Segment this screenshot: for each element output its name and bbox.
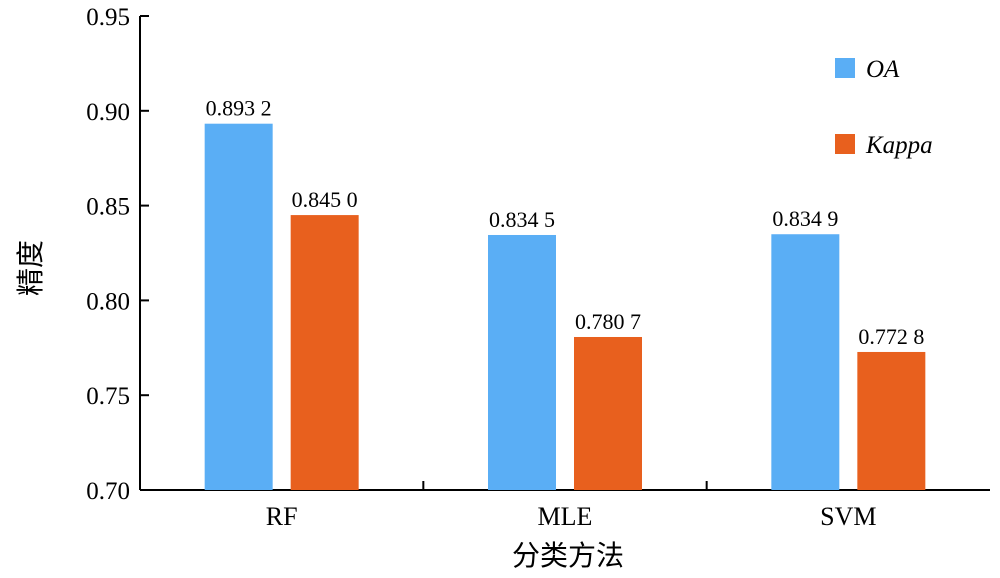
bars bbox=[204, 123, 926, 490]
y-tick-label: 0.85 bbox=[86, 194, 130, 221]
data-labels: 0.893 2 0.845 0 0.834 5 0.780 7 0.834 9 0.772… bbox=[206, 96, 925, 349]
y-tick-label: 0.70 bbox=[86, 478, 130, 505]
y-axis-label: 精度 bbox=[15, 240, 47, 296]
legend-swatch-kappa bbox=[835, 134, 855, 154]
data-label: 0.780 7 bbox=[575, 309, 641, 334]
data-label: 0.834 9 bbox=[772, 206, 838, 231]
x-tick-label: SVM bbox=[820, 502, 876, 531]
x-tick-label: MLE bbox=[538, 502, 593, 531]
y-tick-label: 0.90 bbox=[86, 99, 130, 126]
data-label: 0.845 0 bbox=[292, 187, 358, 212]
legend-label-oa: OA bbox=[866, 56, 900, 83]
bar-oa-rf bbox=[204, 123, 273, 490]
legend: OA Kappa bbox=[835, 56, 933, 159]
data-label: 0.893 2 bbox=[206, 96, 272, 121]
bar-kappa-mle bbox=[574, 336, 642, 490]
x-axis-label: 分类方法 bbox=[512, 540, 624, 572]
bar-oa-mle bbox=[488, 234, 556, 490]
y-tick-label: 0.95 bbox=[86, 4, 130, 31]
y-tick-label: 0.80 bbox=[86, 288, 130, 315]
legend-swatch-oa bbox=[835, 58, 855, 78]
data-label: 0.772 8 bbox=[858, 324, 924, 349]
y-axis: 0.70 0.75 0.80 0.85 0.90 0.95 bbox=[86, 4, 149, 505]
x-axis: RF MLE SVM bbox=[140, 481, 990, 531]
bar-kappa-svm bbox=[857, 351, 926, 490]
x-tick-label: RF bbox=[266, 502, 298, 531]
y-tick-label: 0.75 bbox=[86, 383, 130, 410]
bar-oa-svm bbox=[771, 234, 840, 490]
data-label: 0.834 5 bbox=[489, 207, 555, 232]
bar-kappa-rf bbox=[290, 215, 359, 490]
legend-label-kappa: Kappa bbox=[865, 132, 933, 159]
